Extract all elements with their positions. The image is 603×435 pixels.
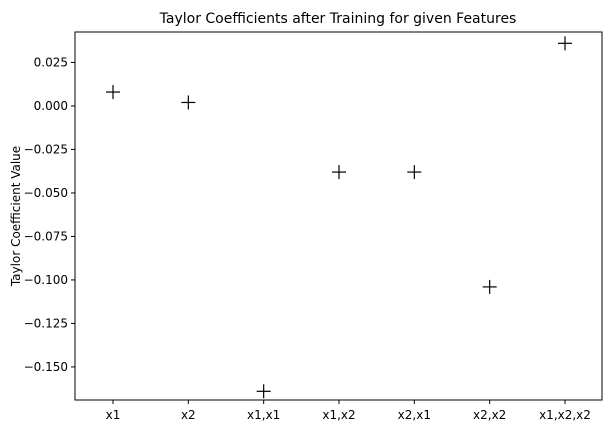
data-point [181,95,196,110]
y-tick-label: −0.050 [24,186,68,200]
data-point [332,165,346,180]
x-tick-label: x1,x2 [322,408,355,422]
plot-area [74,31,603,401]
x-tick-label: x1,x1 [247,408,280,422]
y-tick-label: −0.100 [24,273,68,287]
x-tick-label: x1,x2,x2 [539,408,591,422]
chart-title: Taylor Coefficients after Training for g… [159,11,517,27]
data-point [558,36,572,51]
x-tick-label: x2 [181,408,196,422]
y-axis: 0.025 0.000 −0.025 −0.050 −0.075 −0.100 −0.125… [24,55,75,374]
y-axis-label: Taylor Coefficient Value [9,146,23,287]
data-point [106,85,120,100]
data-point [256,384,271,399]
data-series [106,36,572,399]
y-tick-label: −0.150 [24,360,68,374]
data-point [407,165,422,180]
x-axis: x1 x2 x1,x1 x1,x2 x2,x1 x2,x2 x1,x2,x2 [106,400,591,422]
y-tick-label: −0.075 [24,229,68,243]
y-tick-label: −0.125 [24,316,68,330]
y-tick-label: 0.000 [34,99,68,113]
y-tick-label: −0.025 [24,142,68,156]
data-point [482,279,497,294]
x-tick-label: x2,x2 [473,408,506,422]
y-tick-label: 0.025 [34,55,68,69]
x-tick-label: x2,x1 [398,408,431,422]
x-tick-label: x1 [106,408,121,422]
